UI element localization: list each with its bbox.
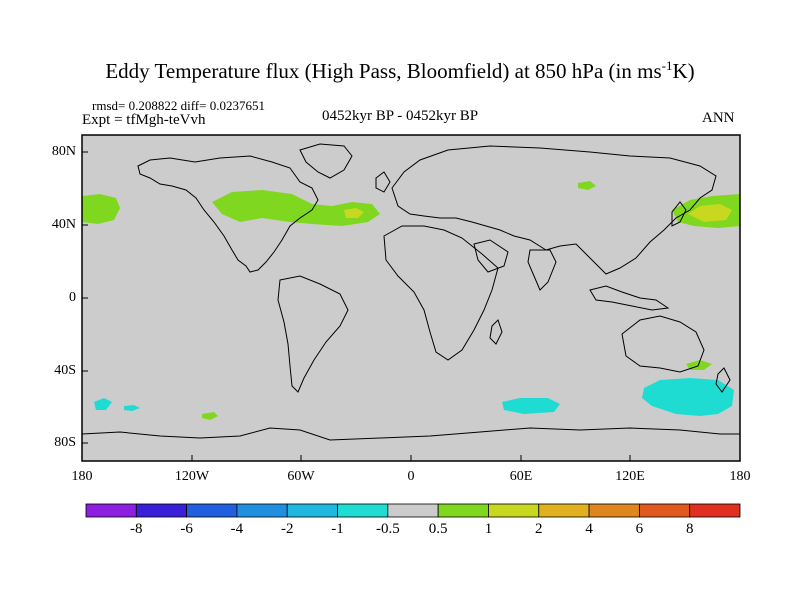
anomaly-north-pacific-east (82, 194, 120, 224)
colorbar-label-2: -4 (230, 521, 244, 537)
anomaly-north-pacific-core (688, 204, 732, 222)
colorbar-swatch-0 (85, 503, 137, 518)
colorbar-label-0: -8 (130, 521, 143, 537)
lat-label-40s: 40S (54, 363, 76, 378)
lon-label-0: 0 (407, 469, 415, 484)
season-label: ANN (702, 110, 735, 126)
lon-label-60e: 60E (509, 469, 533, 484)
colorbar-label-6: 0.5 (428, 521, 448, 537)
stats-label: rmsd= 0.208822 diff= 0.0237651 (92, 98, 265, 113)
lat-label-40n: 40N (51, 217, 76, 232)
colorbar-swatch-7 (437, 503, 489, 518)
lon-label-180w: 180 (71, 469, 93, 484)
lon-label-60w: 60W (287, 469, 315, 484)
colorbar (85, 503, 741, 518)
title-superscript: -1 (661, 58, 673, 73)
colorbar-swatch-3 (236, 503, 288, 518)
colorbar-swatch-6 (387, 503, 439, 518)
coast-new-zealand (715, 367, 731, 393)
colorbar-label-10: 6 (635, 521, 644, 537)
coast-antarctica (81, 427, 740, 441)
anomaly-south-atlantic-green (202, 412, 218, 420)
colorbar-swatch-9 (538, 503, 590, 518)
colorbar-label-5: -0.5 (375, 521, 400, 537)
anomaly-south-pacific-cyan-b (124, 405, 140, 411)
colorbar-swatch-4 (286, 503, 338, 518)
colorbar-swatch-11 (638, 503, 691, 518)
colorbar-swatch-10 (588, 503, 640, 518)
coast-europe-asia (391, 145, 717, 275)
anomaly-south-australia-cyan (642, 378, 734, 416)
colorbar-label-9: 4 (585, 521, 593, 537)
lat-label-0: 0 (69, 290, 76, 305)
colorbar-swatch-8 (488, 503, 540, 518)
colorbar-label-1: -6 (180, 521, 193, 537)
lat-label-80n: 80N (51, 144, 76, 159)
coast-japan (671, 201, 687, 227)
coast-greenland (299, 143, 353, 179)
lon-label-120e: 120E (615, 469, 645, 484)
coast-india (527, 249, 557, 291)
experiment-label: Expt = tfMgh-teVvh (82, 112, 206, 128)
period-label: 0452kyr BP - 0452kyr BP (322, 108, 479, 124)
coast-australia (621, 315, 705, 373)
colorbar-swatch-12 (689, 503, 741, 518)
lon-label-180e: 180 (729, 469, 751, 484)
coast-british-isles (375, 171, 391, 193)
colorbar-swatch-2 (186, 503, 238, 518)
coast-south-america (277, 275, 349, 393)
colorbar-label-11: 8 (685, 521, 694, 537)
colorbar-label-7: 1 (484, 521, 493, 537)
anomaly-north-america (212, 190, 380, 226)
anomaly-south-pacific-cyan-a (94, 398, 112, 410)
anomaly-atlantic-core (344, 208, 364, 218)
anomaly-eurasia-small (578, 181, 596, 190)
colorbar-label-8: 2 (535, 521, 543, 537)
colorbar-swatch-5 (337, 503, 389, 518)
coastlines (81, 143, 740, 441)
plot-title: Eddy Temperature flux (High Pass, Bloomf… (0, 58, 800, 84)
anomaly-south-indian-cyan (502, 398, 560, 414)
coast-madagascar (489, 319, 503, 345)
coast-southeast-asia-islands (589, 285, 670, 311)
coast-arabia (473, 239, 509, 273)
lat-ticks (82, 151, 88, 444)
coast-africa (383, 225, 499, 361)
colorbar-label-3: -2 (280, 521, 294, 537)
title-unit-end: K) (672, 59, 695, 83)
title-text: Eddy Temperature flux (High Pass, Bloomf… (105, 59, 662, 83)
lon-ticks (81, 455, 741, 461)
coast-north-america (137, 155, 319, 273)
colorbar-label-4: -1 (331, 521, 344, 537)
map-background (82, 135, 740, 461)
colorbar-swatch-1 (135, 503, 188, 518)
lat-label-80s: 80S (54, 435, 76, 450)
lon-label-120w: 120W (174, 469, 210, 484)
